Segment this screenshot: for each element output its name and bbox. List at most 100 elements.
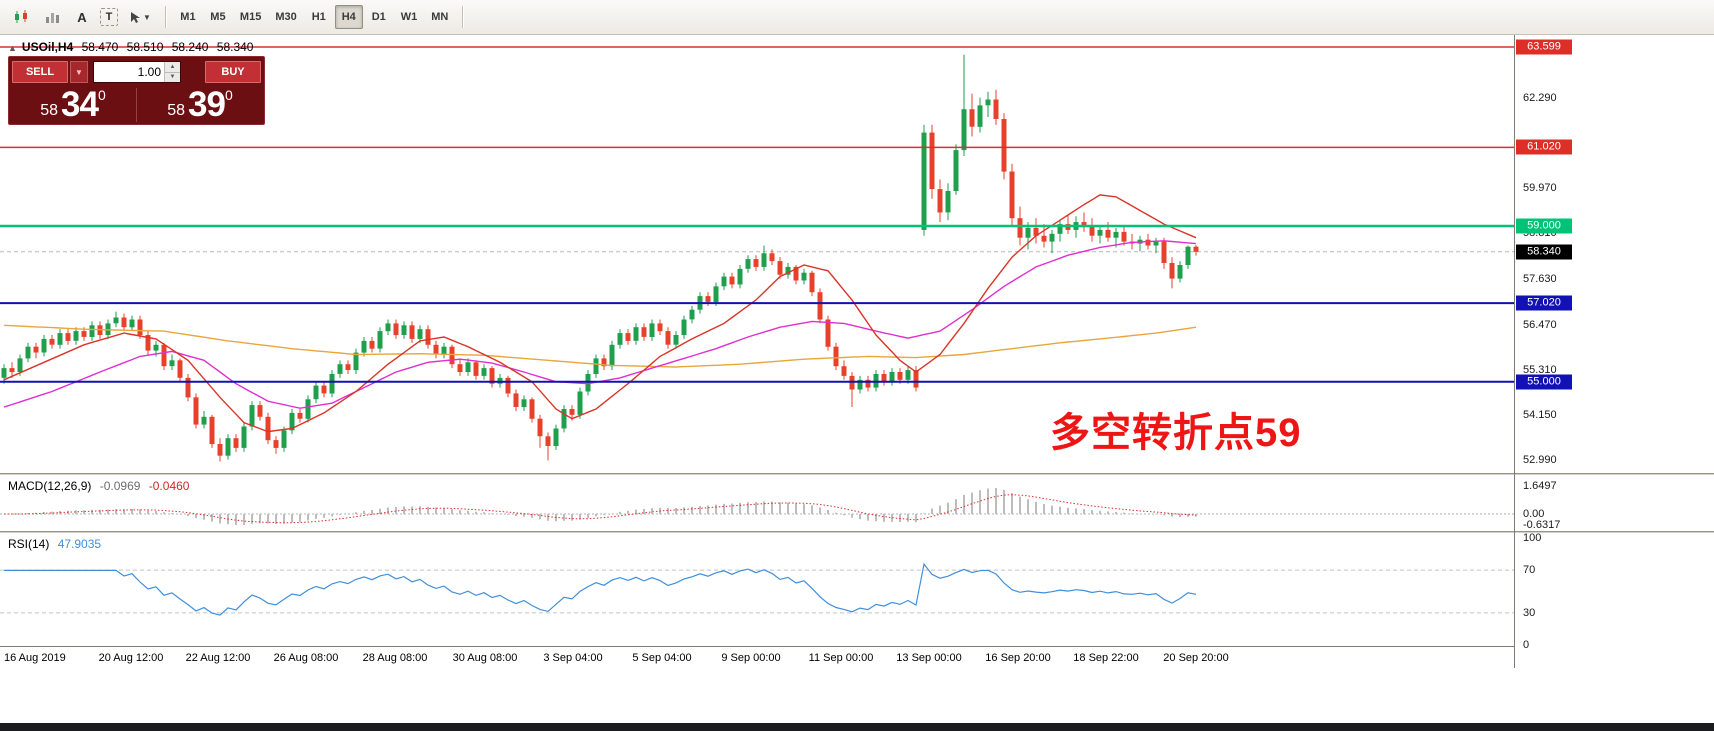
rsi-axis-label: 100 xyxy=(1523,532,1542,544)
timeframe-d1-button[interactable]: D1 xyxy=(365,5,393,29)
candle-body xyxy=(425,329,431,345)
candle-body xyxy=(689,309,695,320)
candle-body xyxy=(233,438,239,448)
candle-body xyxy=(409,325,415,339)
time-label: 16 Aug 2019 xyxy=(4,652,66,664)
candle-body xyxy=(609,344,615,367)
volume-increase-button[interactable]: ▲ xyxy=(165,62,180,73)
candle-body xyxy=(449,346,455,365)
time-label: 20 Aug 12:00 xyxy=(98,652,164,664)
candle-body xyxy=(17,358,23,372)
indicators-button[interactable] xyxy=(39,5,67,29)
candle-body xyxy=(1113,231,1119,238)
candle-body xyxy=(537,418,543,437)
time-label: 16 Sep 20:00 xyxy=(985,652,1051,664)
candle-body xyxy=(673,335,679,345)
macd-label: MACD(12,26,9) xyxy=(8,479,92,493)
timeframe-m5-button[interactable]: M5 xyxy=(204,5,232,29)
candle-body xyxy=(457,364,463,372)
rsi-axis-label: 70 xyxy=(1523,564,1536,577)
candle-body xyxy=(249,405,255,427)
volume-input[interactable] xyxy=(94,62,164,82)
open-value: 58.470 xyxy=(81,40,119,54)
candle-body xyxy=(241,426,247,448)
candle-body xyxy=(1185,246,1191,265)
candle-body xyxy=(1049,233,1055,242)
candle-body xyxy=(641,327,647,337)
rsi-axis-label: 30 xyxy=(1523,606,1536,619)
candle-body xyxy=(209,416,215,445)
volume-field-wrap: ▲ ▼ xyxy=(93,61,181,83)
candle-body xyxy=(1,368,7,378)
candle-body xyxy=(961,109,967,151)
timeframe-mn-button[interactable]: MN xyxy=(425,5,454,29)
timeframe-m1-button[interactable]: M1 xyxy=(174,5,202,29)
candle-body xyxy=(377,331,383,349)
timeframe-m30-button[interactable]: M30 xyxy=(269,5,302,29)
ma-magenta xyxy=(3,240,1197,409)
panel-separator[interactable] xyxy=(0,531,1714,533)
candle-body xyxy=(313,385,319,400)
candle-body xyxy=(777,261,783,275)
toolbar-separator xyxy=(462,6,464,28)
sell-button[interactable]: SELL xyxy=(12,61,68,83)
buy-button[interactable]: BUY xyxy=(205,61,261,83)
cursor-tool-button[interactable]: ▼ xyxy=(123,5,157,29)
ma-red xyxy=(3,194,1197,433)
candle-body xyxy=(1041,235,1047,242)
candle-body xyxy=(929,132,935,189)
candle-body xyxy=(801,272,807,281)
panel-separator[interactable] xyxy=(0,473,1714,475)
candle-body xyxy=(473,362,479,376)
volume-decrease-button[interactable]: ▼ xyxy=(165,72,180,82)
candle-body xyxy=(1033,228,1039,236)
timeframe-m15-button[interactable]: M15 xyxy=(234,5,267,29)
window-edge xyxy=(0,723,1714,731)
candle-body xyxy=(785,266,791,275)
timeframe-w1-button[interactable]: W1 xyxy=(395,5,424,29)
candle-body xyxy=(841,366,847,376)
text-label-tool-button[interactable]: A xyxy=(69,5,95,29)
candle-body xyxy=(985,99,991,106)
candle-body xyxy=(993,99,999,119)
candle-body xyxy=(905,370,911,380)
candle-body xyxy=(1145,239,1151,246)
macd-axis-label: 0.00 xyxy=(1523,508,1545,520)
sell-options-dropdown[interactable]: ▼ xyxy=(70,61,88,83)
candle-body xyxy=(545,436,551,446)
candle-body xyxy=(433,344,439,355)
macd-axis-label: -0.6317 xyxy=(1523,518,1561,531)
price-badge-57.020: 57.020 xyxy=(1516,295,1572,311)
candle-body xyxy=(793,266,799,281)
candle-body xyxy=(857,379,863,390)
candle-body xyxy=(41,338,47,353)
price-tick: 57.630 xyxy=(1523,273,1557,286)
candle-body xyxy=(865,379,871,388)
time-axis[interactable]: 16 Aug 2019 20 Aug 12:00 22 Aug 12:00 26 Au… xyxy=(0,646,1514,669)
ask-price-sup: 0 xyxy=(224,87,233,103)
candle-body xyxy=(89,325,95,337)
candle-body xyxy=(185,377,191,398)
timeframe-h4-button[interactable]: H4 xyxy=(334,5,363,29)
candle-body xyxy=(153,344,159,351)
timeframe-h1-button[interactable]: H1 xyxy=(305,5,333,29)
candle-body xyxy=(193,397,199,425)
candle-body xyxy=(281,430,287,448)
candle-body xyxy=(649,323,655,337)
candle-body xyxy=(1089,226,1095,236)
time-label: 5 Sep 04:00 xyxy=(632,652,692,664)
price-axis[interactable]: 62.29059.97058.81057.63056.47055.31054.1… xyxy=(1515,0,1714,731)
candle-body xyxy=(513,393,519,407)
candle-body xyxy=(33,346,39,353)
candle-body xyxy=(913,370,919,388)
text-box-tool-button[interactable]: T xyxy=(100,8,118,26)
candle-body xyxy=(169,360,175,367)
price-tick: 56.470 xyxy=(1523,318,1557,331)
ask-price: 58 39 0 xyxy=(139,85,261,125)
macd-main-value: -0.0969 xyxy=(99,479,141,493)
candle-body xyxy=(1121,231,1127,242)
candle-body xyxy=(57,333,63,345)
bid-price: 58 34 0 xyxy=(12,85,134,125)
chart-type-candles-button[interactable] xyxy=(7,5,37,29)
